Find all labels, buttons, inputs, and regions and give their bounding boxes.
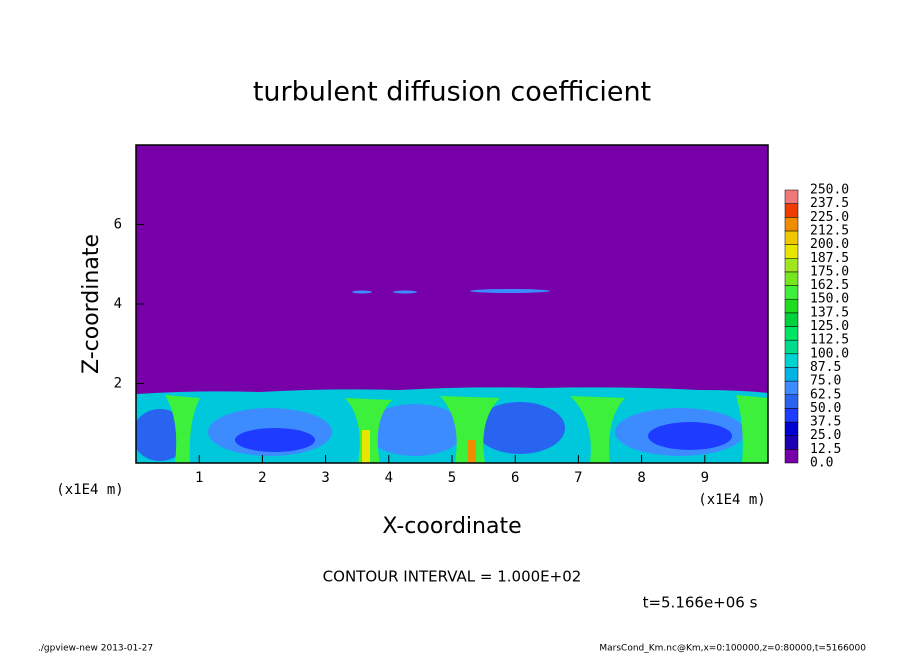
- x-tick-label: 6: [511, 470, 519, 486]
- field-cell: [475, 402, 565, 454]
- colorbar-label: 87.5: [810, 360, 841, 375]
- annotation: CONTOUR INTERVAL = 1.000E+02: [323, 568, 582, 586]
- x-tick-label: 4: [385, 470, 393, 486]
- field-plume: [362, 430, 370, 463]
- colorbar-box: [784, 421, 799, 436]
- colorbar-label: 187.5: [810, 251, 849, 266]
- y-tick-label: 2: [114, 376, 122, 392]
- colorbar-box: [784, 230, 799, 245]
- colorbar-box: [784, 244, 799, 259]
- chart-title: turbulent diffusion coefficient: [253, 77, 651, 108]
- colorbar-box: [784, 449, 799, 464]
- colorbar-box: [784, 326, 799, 341]
- colorbar-label: 150.0: [810, 292, 849, 307]
- x-unit: (x1E4 m): [698, 492, 765, 508]
- colorbar-label: 137.5: [810, 305, 849, 320]
- colorbar-box: [784, 285, 799, 300]
- colorbar-box: [784, 367, 799, 382]
- colorbar-box: [784, 258, 799, 273]
- field-plume: [440, 396, 500, 463]
- colorbar-label: 0.0: [810, 456, 833, 471]
- colorbar-label: 250.0: [810, 183, 849, 198]
- colorbar-label: 200.0: [810, 237, 849, 252]
- colorbar-label: 12.5: [810, 442, 841, 457]
- colorbar-box: [784, 312, 799, 327]
- field-plume: [570, 396, 625, 463]
- colorbar-label: 225.0: [810, 210, 849, 225]
- field-cell: [352, 290, 372, 294]
- field: [136, 289, 768, 463]
- colorbar-label: 50.0: [810, 401, 841, 416]
- field-plume: [736, 395, 768, 463]
- field-cell: [648, 422, 732, 450]
- colorbar-box: [784, 353, 799, 368]
- colorbar-box: [784, 203, 799, 218]
- x-tick-label: 2: [258, 470, 266, 486]
- colorbar-label: 125.0: [810, 319, 849, 334]
- colorbar-label: 162.5: [810, 278, 849, 293]
- footer-right: MarsCond_Km.nc@Km,x=0:100000,z=0:80000,t…: [599, 644, 866, 654]
- footer-left: ./gpview-new 2013-01-27: [38, 644, 153, 654]
- x-tick-label: 8: [637, 470, 645, 486]
- colorbar-label: 100.0: [810, 346, 849, 361]
- colorbar-label: 237.5: [810, 196, 849, 211]
- x-axis-label: X-coordinate: [382, 514, 521, 539]
- colorbar-box: [784, 217, 799, 232]
- colorbar-label: 212.5: [810, 223, 849, 238]
- field-plume: [468, 440, 476, 463]
- x-tick-label: 5: [448, 470, 456, 486]
- x-tick-label: 7: [574, 470, 582, 486]
- field-plume: [165, 395, 200, 463]
- x-tick-label: 9: [701, 470, 709, 486]
- colorbar-box: [784, 394, 799, 409]
- colorbar-label: 175.0: [810, 264, 849, 279]
- colorbar-box: [784, 380, 799, 396]
- colorbar-box: [784, 435, 799, 450]
- y-tick-label: 4: [114, 296, 122, 312]
- annotation: t=5.166e+06 s: [643, 594, 758, 612]
- x-tick-label: 3: [321, 470, 329, 486]
- colorbar-label: 62.5: [810, 387, 841, 402]
- field-cell: [365, 404, 465, 456]
- colorbar-box: [784, 408, 799, 423]
- colorbar-label: 112.5: [810, 333, 849, 348]
- colorbar-label: 25.0: [810, 428, 841, 443]
- y-tick-label: 6: [114, 217, 122, 233]
- colorbar-box: [784, 189, 799, 204]
- colorbar-box: [784, 339, 799, 355]
- y-axis-label: Z-coordinate: [79, 234, 104, 374]
- colorbar-box: [784, 298, 799, 314]
- colorbar-box: [784, 271, 799, 286]
- x-tick-label: 1: [195, 470, 203, 486]
- x-unit: (x1E4 m): [56, 482, 123, 498]
- field-cell: [470, 289, 550, 293]
- field-cell: [393, 290, 417, 294]
- field-cell: [235, 428, 315, 452]
- colorbar-label: 75.0: [810, 374, 841, 389]
- colorbar-label: 37.5: [810, 415, 841, 430]
